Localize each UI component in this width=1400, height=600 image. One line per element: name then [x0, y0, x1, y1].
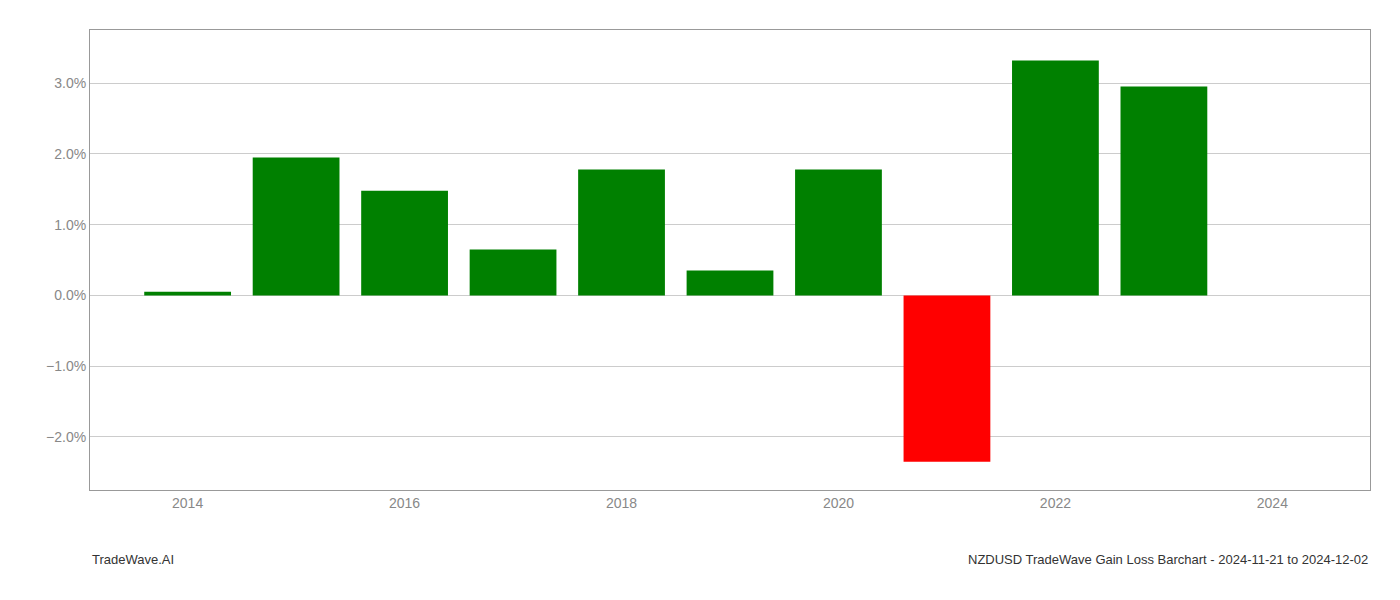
svg-text:2020: 2020: [823, 495, 854, 511]
svg-text:TradeWave.AI: TradeWave.AI: [92, 552, 174, 567]
svg-text:2022: 2022: [1040, 495, 1071, 511]
svg-text:1.0%: 1.0%: [54, 217, 86, 233]
svg-text:0.0%: 0.0%: [54, 287, 86, 303]
svg-text:2018: 2018: [606, 495, 637, 511]
svg-text:3.0%: 3.0%: [54, 75, 86, 91]
svg-text:2024: 2024: [1257, 495, 1288, 511]
svg-text:2.0%: 2.0%: [54, 146, 86, 162]
svg-text:NZDUSD TradeWave Gain Loss Bar: NZDUSD TradeWave Gain Loss Barchart - 20…: [968, 552, 1368, 567]
svg-text:2014: 2014: [172, 495, 203, 511]
svg-text:2016: 2016: [389, 495, 420, 511]
svg-text:−2.0%: −2.0%: [46, 429, 86, 445]
svg-text:−1.0%: −1.0%: [46, 358, 86, 374]
